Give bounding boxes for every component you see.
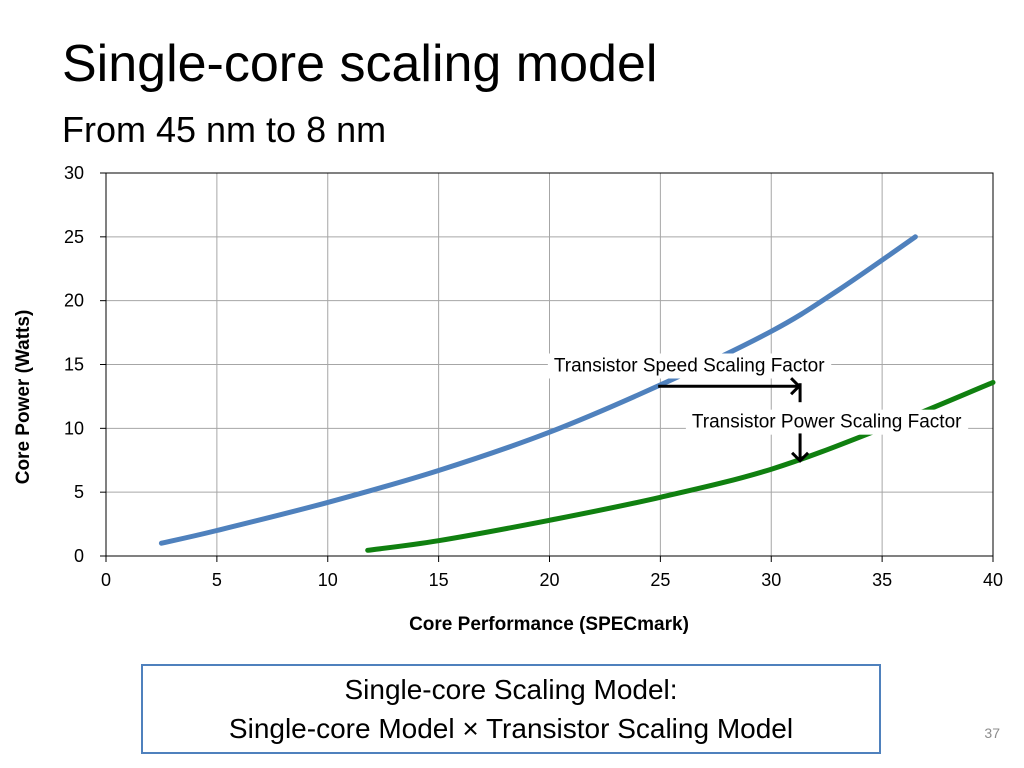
scaling-chart: 0 5 10 15 20 25 30 35 40 0 5 10 15 20 25 30 Transistor … xyxy=(13,163,1003,635)
power-label-background xyxy=(685,409,969,435)
series-line-2 xyxy=(365,379,996,553)
x-tick-label: 15 xyxy=(429,570,449,590)
formula-line-1: Single-core Scaling Model: xyxy=(344,673,678,705)
y-tick-label: 15 xyxy=(64,355,84,375)
y-tick-label: 20 xyxy=(64,291,84,311)
speed-label-background xyxy=(547,353,832,379)
x-tick-label: 35 xyxy=(872,570,892,590)
x-axis-title: Core Performance (SPECmark) xyxy=(409,614,689,635)
slide-title: Single-core scaling model xyxy=(62,35,658,93)
x-tick-label: 20 xyxy=(539,570,559,590)
x-tick-label: 10 xyxy=(318,570,338,590)
power-arrow-head xyxy=(791,451,810,463)
power-scaling-label: Transistor Power Scaling Factor xyxy=(692,412,962,433)
series-line-1 xyxy=(158,234,918,546)
speed-scaling-label: Transistor Speed Scaling Factor xyxy=(554,356,825,377)
x-tick-label: 5 xyxy=(212,570,222,590)
formula-line-2: Single-core Model × Transistor Scaling M… xyxy=(228,713,794,744)
x-tick-label: 25 xyxy=(650,570,670,590)
y-tick-label: 0 xyxy=(74,546,84,566)
formula-box: Single-core Scaling Model: Single-core M… xyxy=(141,664,881,754)
x-tick-label: 30 xyxy=(761,570,781,590)
page-number: 37 xyxy=(984,725,1000,741)
x-tick-label: 40 xyxy=(983,570,1003,590)
y-axis-title: Core Power (Watts) xyxy=(13,310,34,485)
x-tick-label: 0 xyxy=(101,570,111,590)
slide-subtitle: From 45 nm to 8 nm xyxy=(62,109,387,150)
y-tick-label: 5 xyxy=(74,482,84,502)
y-tick-label: 25 xyxy=(64,227,84,247)
y-tick-label: 30 xyxy=(64,163,84,183)
y-tick-label: 10 xyxy=(64,418,84,438)
